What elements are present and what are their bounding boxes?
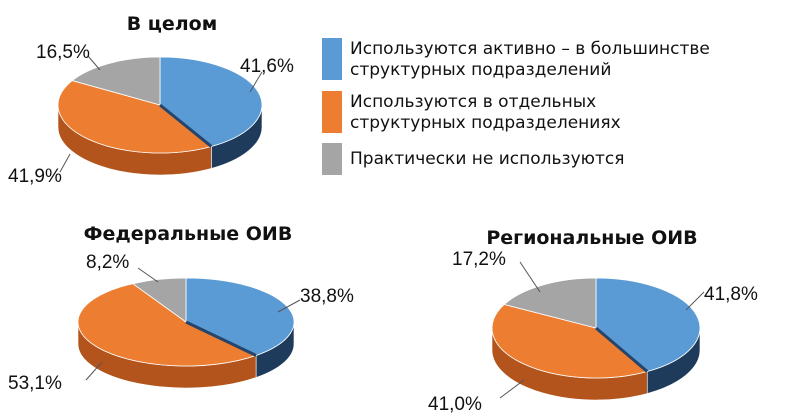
data-label-regional-partial: 41,0% <box>428 394 482 415</box>
chart-title-federal: Федеральные ОИВ <box>84 223 293 245</box>
leader-line <box>499 379 525 399</box>
pie-slice-federal-partial <box>77 283 258 367</box>
leader-line <box>85 361 103 381</box>
data-label-overall-none: 16,5% <box>36 42 90 63</box>
pie-chart-federal: Федеральные ОИВ 38,8% 53,1% 8,2% <box>8 223 354 394</box>
pie-slice-regional-none <box>503 277 597 329</box>
legend: Используются активно – в большинстве стр… <box>322 38 715 175</box>
slice-separator <box>159 103 213 148</box>
data-label-regional-none: 17,2% <box>452 249 506 270</box>
pie-slice-federal-none <box>131 277 187 323</box>
data-label-federal-active: 38,8% <box>300 286 354 307</box>
leader-line <box>685 291 705 311</box>
chart-title-overall: В целом <box>127 13 218 35</box>
data-label-federal-partial: 53,1% <box>8 373 62 394</box>
data-label-federal-none: 8,2% <box>86 252 129 273</box>
legend-swatch-active <box>322 38 342 80</box>
data-label-regional-active: 41,8% <box>704 284 758 305</box>
leader-line <box>249 71 263 93</box>
legend-swatch-none <box>322 143 342 175</box>
legend-swatch-partial <box>322 91 342 133</box>
leader-line <box>277 299 301 313</box>
pie-slice-overall-partial <box>57 80 213 154</box>
legend-label-none: Практически не используются <box>350 149 624 169</box>
pie-slice-regional-partial <box>491 304 649 379</box>
leader-line <box>519 261 541 293</box>
leader-line <box>59 153 71 173</box>
legend-label-active: Используются активно – в большинстве стр… <box>350 39 715 80</box>
legend-label-partial: Используются в отдельных структурных под… <box>350 92 621 133</box>
data-label-overall-partial: 41,9% <box>8 166 62 187</box>
pie-chart-regional: Региональные ОИВ 41,8% 41,0% 17,2% <box>428 227 758 415</box>
pie-slice-overall-none <box>71 56 161 106</box>
leader-line <box>137 267 159 283</box>
leader-line <box>87 55 101 71</box>
slice-separator <box>595 326 649 373</box>
data-label-overall-active: 41,6% <box>240 56 294 77</box>
slice-separator <box>185 320 257 357</box>
pie-chart-overall: В целом 41,6% 41,9% 16,5% <box>8 13 294 187</box>
chart-title-regional: Региональные ОИВ <box>486 227 697 249</box>
